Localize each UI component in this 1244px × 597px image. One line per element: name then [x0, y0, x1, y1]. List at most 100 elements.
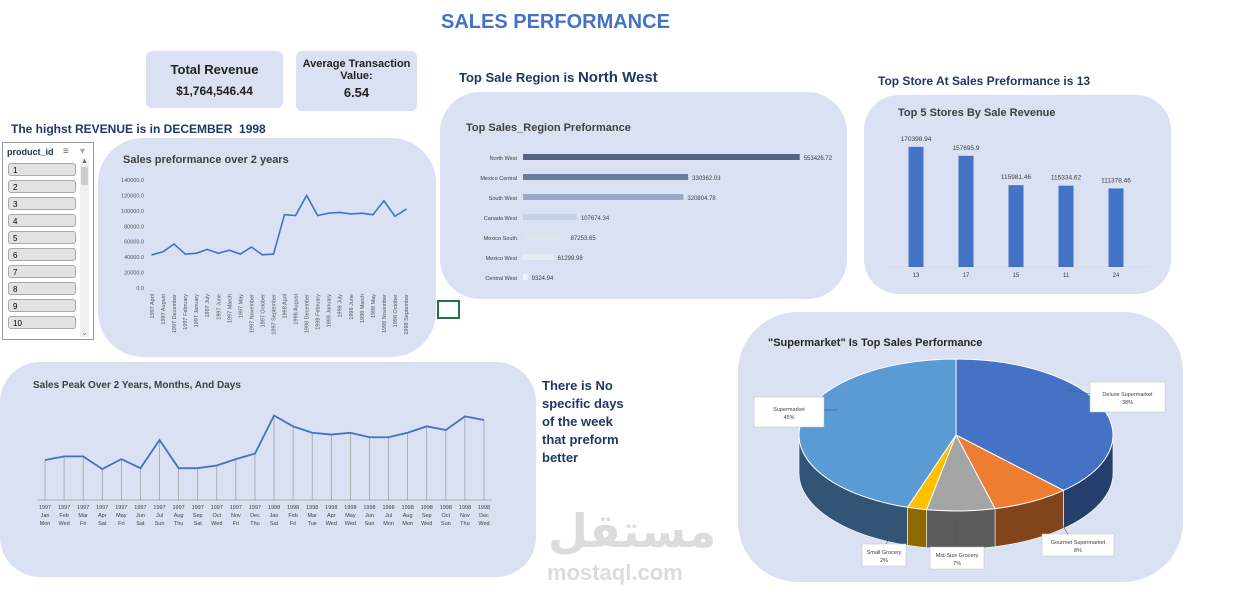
- region-panel: Top Sales_Region Preformance North West 5…: [440, 92, 847, 299]
- x-tick-label: 1997 February: [183, 294, 189, 330]
- callout-line: [1047, 501, 1069, 535]
- top-stores-panel: Top 5 Stores By Sale Revenue 170398.94 13…: [864, 95, 1171, 294]
- y-tick-label: 140000.0: [121, 178, 144, 184]
- x-tick-label: 1998: [268, 505, 280, 511]
- clear-filter-icon[interactable]: ▼: [78, 146, 87, 156]
- x-tick-label: 1998 October: [393, 294, 399, 327]
- slicer-scrollbar[interactable]: ▲ ⌄: [80, 158, 89, 337]
- peak-chart: 1997 Jan Mon 1997 Feb Wed 1997 Mar Fri 1997 Apr Sat…: [37, 414, 492, 527]
- callout-box: [1089, 381, 1166, 413]
- top-region-note: Top Sale Region is North West: [459, 69, 658, 86]
- total-revenue-value: $1,764,546.44: [176, 84, 253, 98]
- x-tick-label: Dec: [479, 513, 489, 519]
- x-tick-label: Sun: [441, 521, 451, 527]
- data-point: [394, 215, 396, 218]
- scroll-thumb[interactable]: [81, 167, 88, 185]
- slicer-item[interactable]: 10: [8, 316, 76, 329]
- x-tick-label: 1998: [344, 505, 356, 511]
- x-tick-label: 1997: [58, 505, 70, 511]
- x-tick-label: Thu: [174, 521, 183, 527]
- category-label: Canada West: [484, 216, 518, 222]
- data-label: 115981.46: [1001, 174, 1032, 181]
- x-tick-label: 1997: [134, 505, 146, 511]
- data-point: [250, 246, 253, 248]
- category-label: 24: [1113, 273, 1120, 279]
- x-tick-label: Sat: [270, 521, 279, 527]
- data-point: [239, 253, 242, 255]
- scroll-down-icon[interactable]: ⌄: [81, 330, 88, 337]
- bar: [523, 234, 567, 240]
- series-line: [44, 414, 485, 471]
- highest-revenue-note: The highst REVENUE is in DECEMBER 1998: [11, 122, 266, 136]
- data-label: 87253.65: [571, 236, 597, 242]
- slicer-item[interactable]: 4: [8, 214, 76, 227]
- top-stores-chart: 170398.94 13 157695.9 17 115981.46 15 115334.6…: [889, 136, 1149, 279]
- x-tick-label: 1997 May: [238, 294, 244, 318]
- x-tick-label: Nov: [231, 513, 241, 519]
- bar: [523, 174, 689, 180]
- category-label: 17: [963, 273, 970, 279]
- category-label: 15: [1013, 273, 1020, 279]
- x-tick-label: 1997 March: [227, 294, 233, 323]
- scroll-up-icon[interactable]: ▲: [81, 158, 88, 165]
- x-tick-label: Wed: [421, 521, 432, 527]
- callout-line: [885, 511, 904, 545]
- data-label: 330362.03: [692, 176, 721, 182]
- x-tick-label: Jan: [270, 513, 279, 519]
- x-tick-label: Sat: [136, 521, 145, 527]
- product-id-slicer[interactable]: product_id ≡ ▼ 1 2 3 4 5 6 7 8 9 10 ▲ ⌄: [2, 142, 94, 340]
- slicer-item[interactable]: 3: [8, 197, 76, 210]
- x-tick-label: 1997 January: [194, 294, 200, 328]
- watermark-latin: mostaql.com: [547, 560, 683, 585]
- slicer-item[interactable]: 8: [8, 282, 76, 295]
- data-label: 170398.94: [901, 136, 932, 143]
- slicer-item[interactable]: 1: [8, 163, 76, 176]
- slicer-item[interactable]: 6: [8, 248, 76, 261]
- x-tick-label: 1998 September: [404, 294, 410, 335]
- x-tick-label: 1997: [77, 505, 89, 511]
- bar: [523, 154, 800, 160]
- x-tick-label: Sat: [98, 521, 107, 527]
- x-tick-label: 1998: [306, 505, 318, 511]
- data-point: [316, 214, 319, 217]
- region-title: Top Sales_Region Preformance: [466, 122, 631, 134]
- avg-transaction-label-1: Average Transaction: [302, 58, 411, 70]
- slicer-item[interactable]: 9: [8, 299, 76, 312]
- x-tick-label: Sep: [422, 513, 432, 519]
- top-region-prefix: Top Sale Region is: [459, 70, 578, 85]
- x-tick-label: 1997: [172, 505, 184, 511]
- slicer-item[interactable]: 5: [8, 231, 76, 244]
- slicer-item[interactable]: 2: [8, 180, 76, 193]
- bar: [908, 146, 924, 267]
- x-tick-label: 1998: [382, 505, 394, 511]
- pie-side: [926, 508, 996, 550]
- x-tick-label: May: [116, 513, 127, 519]
- callout-box: [1041, 533, 1115, 557]
- x-tick-label: 1997 April: [150, 294, 156, 318]
- data-label: 320804.78: [687, 196, 716, 202]
- callout-line: [1067, 389, 1091, 395]
- x-tick-label: 1997 October: [260, 294, 266, 327]
- data-point: [294, 214, 297, 217]
- callout-box: [753, 396, 825, 428]
- slicer-item[interactable]: 7: [8, 265, 76, 278]
- x-tick-label: Nov: [460, 513, 470, 519]
- selected-cell[interactable]: [437, 300, 460, 319]
- x-tick-label: 1997: [230, 505, 242, 511]
- total-revenue-label: Total Revenue: [170, 62, 259, 77]
- x-tick-label: 1998 February: [316, 294, 322, 330]
- sales-2years-panel: Sales preformance over 2 years 0.0 20000.…: [98, 138, 436, 357]
- data-point: [305, 194, 308, 197]
- category-label: 11: [1063, 273, 1070, 279]
- multi-select-icon[interactable]: ≡: [63, 146, 69, 157]
- x-tick-label: Oct: [442, 513, 451, 519]
- data-point: [283, 213, 286, 216]
- data-label: 61299.98: [558, 256, 584, 262]
- x-tick-label: Apr: [327, 513, 336, 519]
- x-tick-label: Aug: [403, 513, 413, 519]
- x-tick-label: Mar: [78, 513, 88, 519]
- store-type-title: "Supermarket" Is Top Sales Performance: [768, 337, 983, 349]
- x-tick-label: Tue: [308, 521, 317, 527]
- y-tick-label: 60000.0: [124, 240, 144, 246]
- sales-2years-chart: 0.0 20000.0 40000.0 60000.0 80000.0 100000.0 1…: [121, 178, 410, 335]
